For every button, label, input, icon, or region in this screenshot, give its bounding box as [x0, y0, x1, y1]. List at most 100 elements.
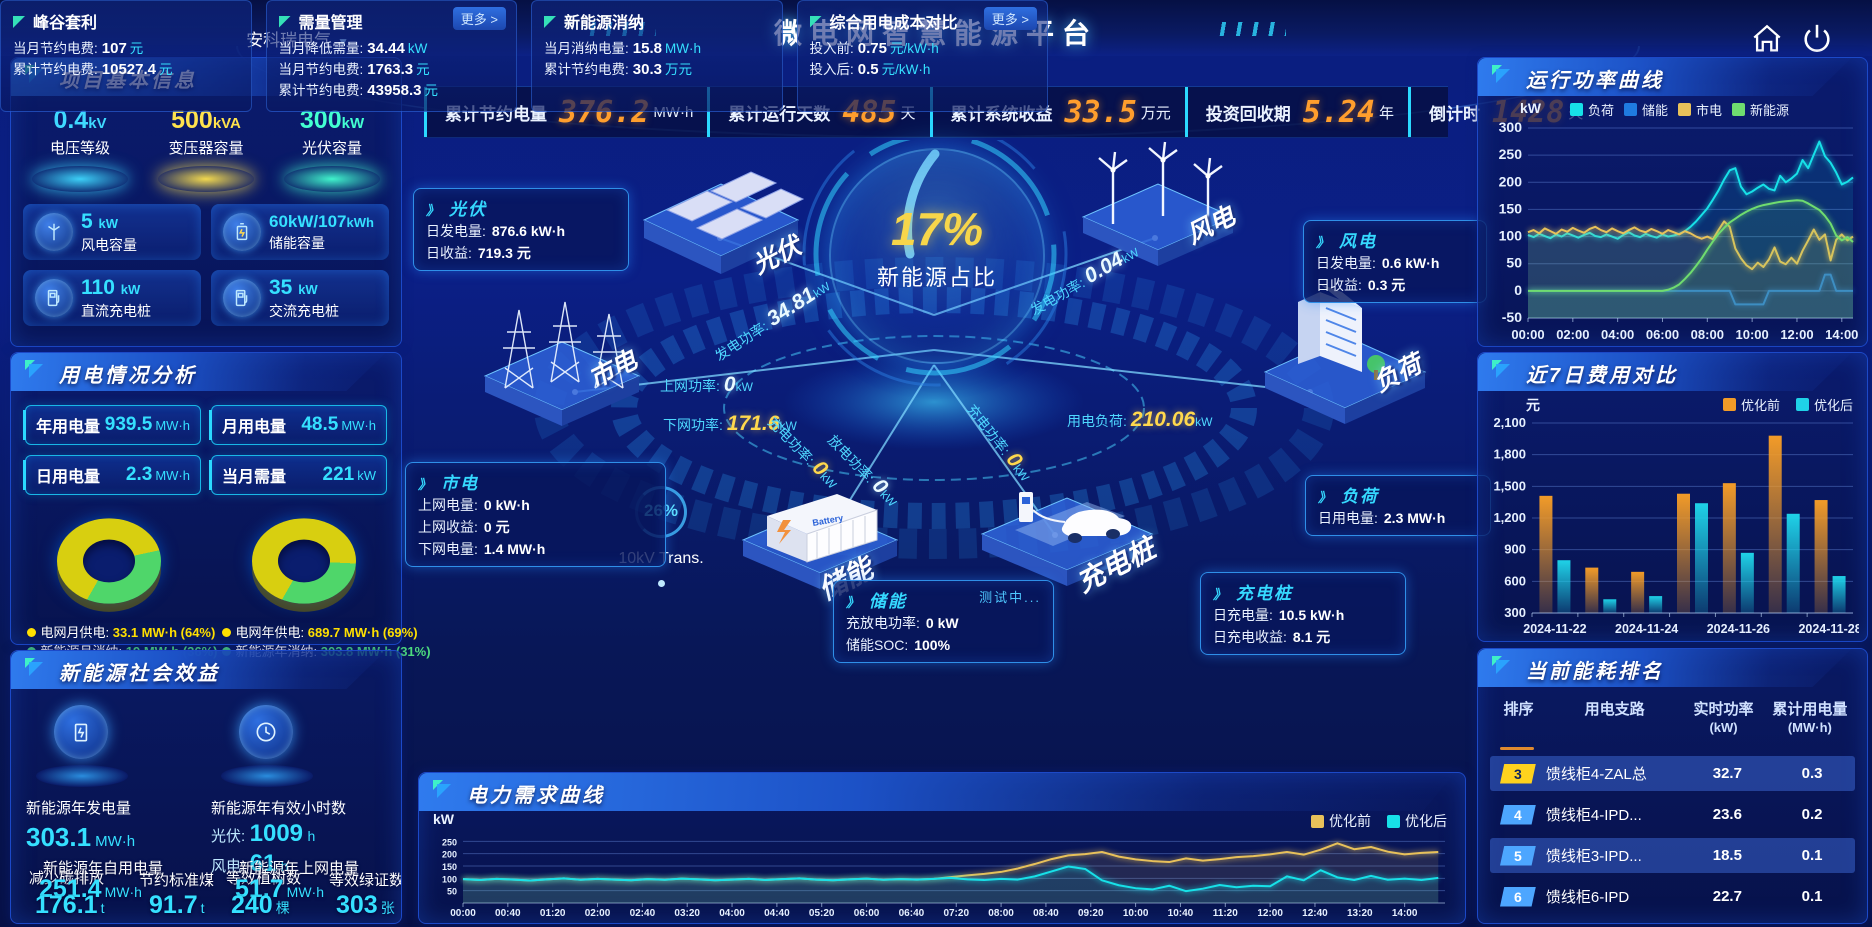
svg-text:50: 50	[1506, 255, 1522, 271]
feat-title: 需量管理	[278, 9, 505, 33]
flow-load-power: 用电负荷: 210.06kW	[1067, 408, 1213, 431]
battery-bolt-icon	[54, 705, 108, 759]
cost-compare-chart: 300 600 900 1,200 1,500 1,800 2,100 2024-11-22 2…	[1493, 415, 1859, 636]
feature-panels-row: 峰谷套利 当月节约电费: 107 元 累计节约电费: 10527.4 元 需量管理 更多…	[0, 0, 1048, 112]
svg-text:08:00: 08:00	[988, 908, 1014, 919]
svg-text:08:40: 08:40	[1033, 908, 1059, 919]
panel-corner-icon	[1492, 65, 1514, 87]
panel-corner-icon	[1492, 656, 1514, 678]
feat-row: 当月节约电费: 107 元	[13, 40, 144, 57]
svg-text:05:20: 05:20	[809, 908, 835, 919]
home-icon[interactable]	[1750, 22, 1784, 56]
feat-row: 累计节约电费: 43958.3 元	[278, 82, 439, 99]
charger-info-box: 》充电桩 日充电量: 10.5 kW·h 日充电收益: 8.1 元	[1200, 572, 1406, 655]
legend-item: 负荷	[1570, 100, 1614, 119]
capacity-cards: 5 kW 风电容量 60kW/107kWh 储能容量 110 kW 直流充电桩 35 …	[11, 192, 401, 326]
legend-grid-year: 电网年供电: 689.7 MW·h (69%)	[221, 623, 418, 642]
legend-item: 市电	[1678, 100, 1722, 119]
info-row: 日收益: 719.3 元	[426, 245, 531, 261]
cost-legend: 优化前 优化后	[1722, 395, 1853, 414]
demand-more-button[interactable]: 更多 >	[452, 7, 506, 30]
table-row[interactable]: 6 馈线柜6-IPD 22.7 0.1	[1490, 879, 1855, 914]
svg-text:200: 200	[1499, 173, 1523, 189]
storage-info-box: 》储能 测试中... 充放电功率: 0 kW 储能SOC: 100%	[833, 580, 1054, 663]
table-row[interactable]: 3 馈线柜4-ZAL总 32.7 0.3	[1490, 756, 1855, 791]
feat-row: 当月节约电费: 1763.3 元	[278, 61, 430, 78]
svg-text:11:20: 11:20	[1213, 908, 1238, 919]
annual-generation-block: 新能源年发电量 303.1 MW·h	[26, 705, 201, 878]
svg-text:50: 50	[447, 887, 457, 897]
svg-text:00:00: 00:00	[1511, 327, 1544, 342]
wind-info-title: 》风电	[1316, 232, 1378, 251]
corner-triangle-icon	[544, 16, 556, 28]
svg-text:1,200: 1,200	[1493, 510, 1526, 525]
panel-renewable-consumption: 新能源消纳 当月消纳电量: 15.8 MW·h 累计节约电费: 30.3 万元	[531, 0, 783, 112]
table-row[interactable]: 5 馈线柜3-IPD... 18.5 0.1	[1490, 838, 1855, 873]
svg-text:150: 150	[1499, 200, 1523, 216]
self-use-value: 251.4 MW·h	[39, 875, 142, 903]
feat-title: 综合用电成本对比	[809, 9, 1036, 33]
renewable-share-label: 新能源占比	[876, 265, 997, 290]
info-row: 储能SOC: 100%	[846, 637, 951, 653]
donut-month: 电网月供电: 33.1 MW·h (64%) 新能源月消纳: 19 MW·h (…	[19, 509, 217, 661]
svg-text:06:00: 06:00	[1646, 327, 1679, 342]
certs-value: 303 张	[336, 891, 395, 919]
trees-value: 240 棵	[231, 891, 290, 919]
spotlight-stage	[284, 166, 380, 192]
stat-month-energy: 月用电量 48.5 MW·h	[209, 405, 387, 445]
runcurve-legend: 负荷 储能 市电 新能源	[1570, 100, 1789, 119]
panel-corner-icon	[1492, 360, 1514, 382]
co2-value: 176.1 t	[35, 891, 105, 919]
grid-info-title: 》市电	[418, 474, 480, 493]
self-use-label: 新能源年自用电量	[43, 860, 164, 877]
svg-text:600: 600	[1504, 573, 1526, 588]
svg-text:2,100: 2,100	[1493, 415, 1526, 430]
svg-text:12:40: 12:40	[1302, 908, 1328, 919]
feat-row: 当月降低需量: 34.44 kW	[278, 40, 428, 57]
panel-demand-header: 电力需求曲线	[419, 773, 1455, 811]
stat-year-energy: 年用电量 939.5 MW·h	[23, 405, 201, 445]
power-icon[interactable]	[1800, 22, 1834, 56]
svg-text:06:40: 06:40	[899, 908, 925, 919]
panel-demand-title: 电力需求曲线	[467, 785, 605, 807]
info-row: 下网电量: 1.4 MW·h	[418, 541, 546, 557]
svg-text:07:20: 07:20	[943, 908, 969, 919]
svg-text:2024-11-24: 2024-11-24	[1615, 622, 1678, 636]
svg-text:03:20: 03:20	[674, 908, 700, 919]
pv-info-box: 》光伏 日发电量: 876.6 kW·h 日收益: 719.3 元	[413, 188, 629, 271]
battery-icon	[223, 213, 261, 251]
energy-donuts: 电网月供电: 33.1 MW·h (64%) 新能源月消纳: 19 MW·h (…	[11, 509, 431, 661]
svg-text:14:00: 14:00	[1825, 327, 1858, 342]
svg-text:12:00: 12:00	[1257, 908, 1283, 919]
dc-charger-icon	[35, 279, 73, 317]
rank-badge: 3	[1500, 763, 1536, 784]
header-decor-right	[1216, 22, 1286, 36]
trees-label: 等效植树数	[226, 870, 302, 887]
runcurve-y-unit: kW	[1520, 100, 1541, 116]
panel-run-curve: 运行功率曲线 kW 负荷 储能 市电 新能源 -50 0 50 100 150 200 250 30…	[1477, 57, 1868, 347]
ac-charger-icon	[223, 279, 261, 317]
arrow-icon: 》	[1213, 587, 1229, 602]
flow-feedin-power: 上网功率: 0kW	[660, 373, 753, 396]
legend-item: 储能	[1624, 100, 1668, 119]
cost-more-button[interactable]: 更多 >	[983, 7, 1037, 30]
grid-island-illustration: 市电	[467, 292, 652, 447]
spotlight-transformer: 500kVA 变压器容量	[147, 106, 265, 192]
feat-row: 当月消纳电量: 15.8 MW·h	[544, 40, 701, 57]
svg-text:08:00: 08:00	[1691, 327, 1724, 342]
panel-cost-title: 近7日费用对比	[1526, 365, 1679, 387]
effective-hours-block: 新能源年有效小时数 光伏: 1009 h 风电: 61 h	[211, 705, 386, 878]
rank-badge: 6	[1500, 886, 1536, 907]
month-donut-chart	[56, 518, 161, 604]
wind-hours: 风电: 61 h	[211, 850, 289, 877]
table-row[interactable]: 4 馈线柜4-IPD... 23.6 0.2	[1490, 797, 1855, 832]
svg-text:1,800: 1,800	[1493, 447, 1526, 462]
svg-text:10:00: 10:00	[1123, 908, 1149, 919]
arrow-icon: 》	[1318, 490, 1334, 505]
legend-grid-month: 电网月供电: 33.1 MW·h (64%)	[26, 623, 215, 642]
svg-text:00:00: 00:00	[450, 908, 476, 919]
panel-ranking-header: 当前能耗排名	[1478, 649, 1852, 687]
ranking-table-header: 排序 用电支路 实时功率 (kW) 累计用电量 (MW·h)	[1503, 701, 1848, 735]
energy-flow-diagram: 光伏 风电	[405, 140, 1491, 663]
ranking-table: 排序 用电支路 实时功率 (kW) 累计用电量 (MW·h) 3 馈线柜4-ZAL总…	[1478, 687, 1867, 914]
